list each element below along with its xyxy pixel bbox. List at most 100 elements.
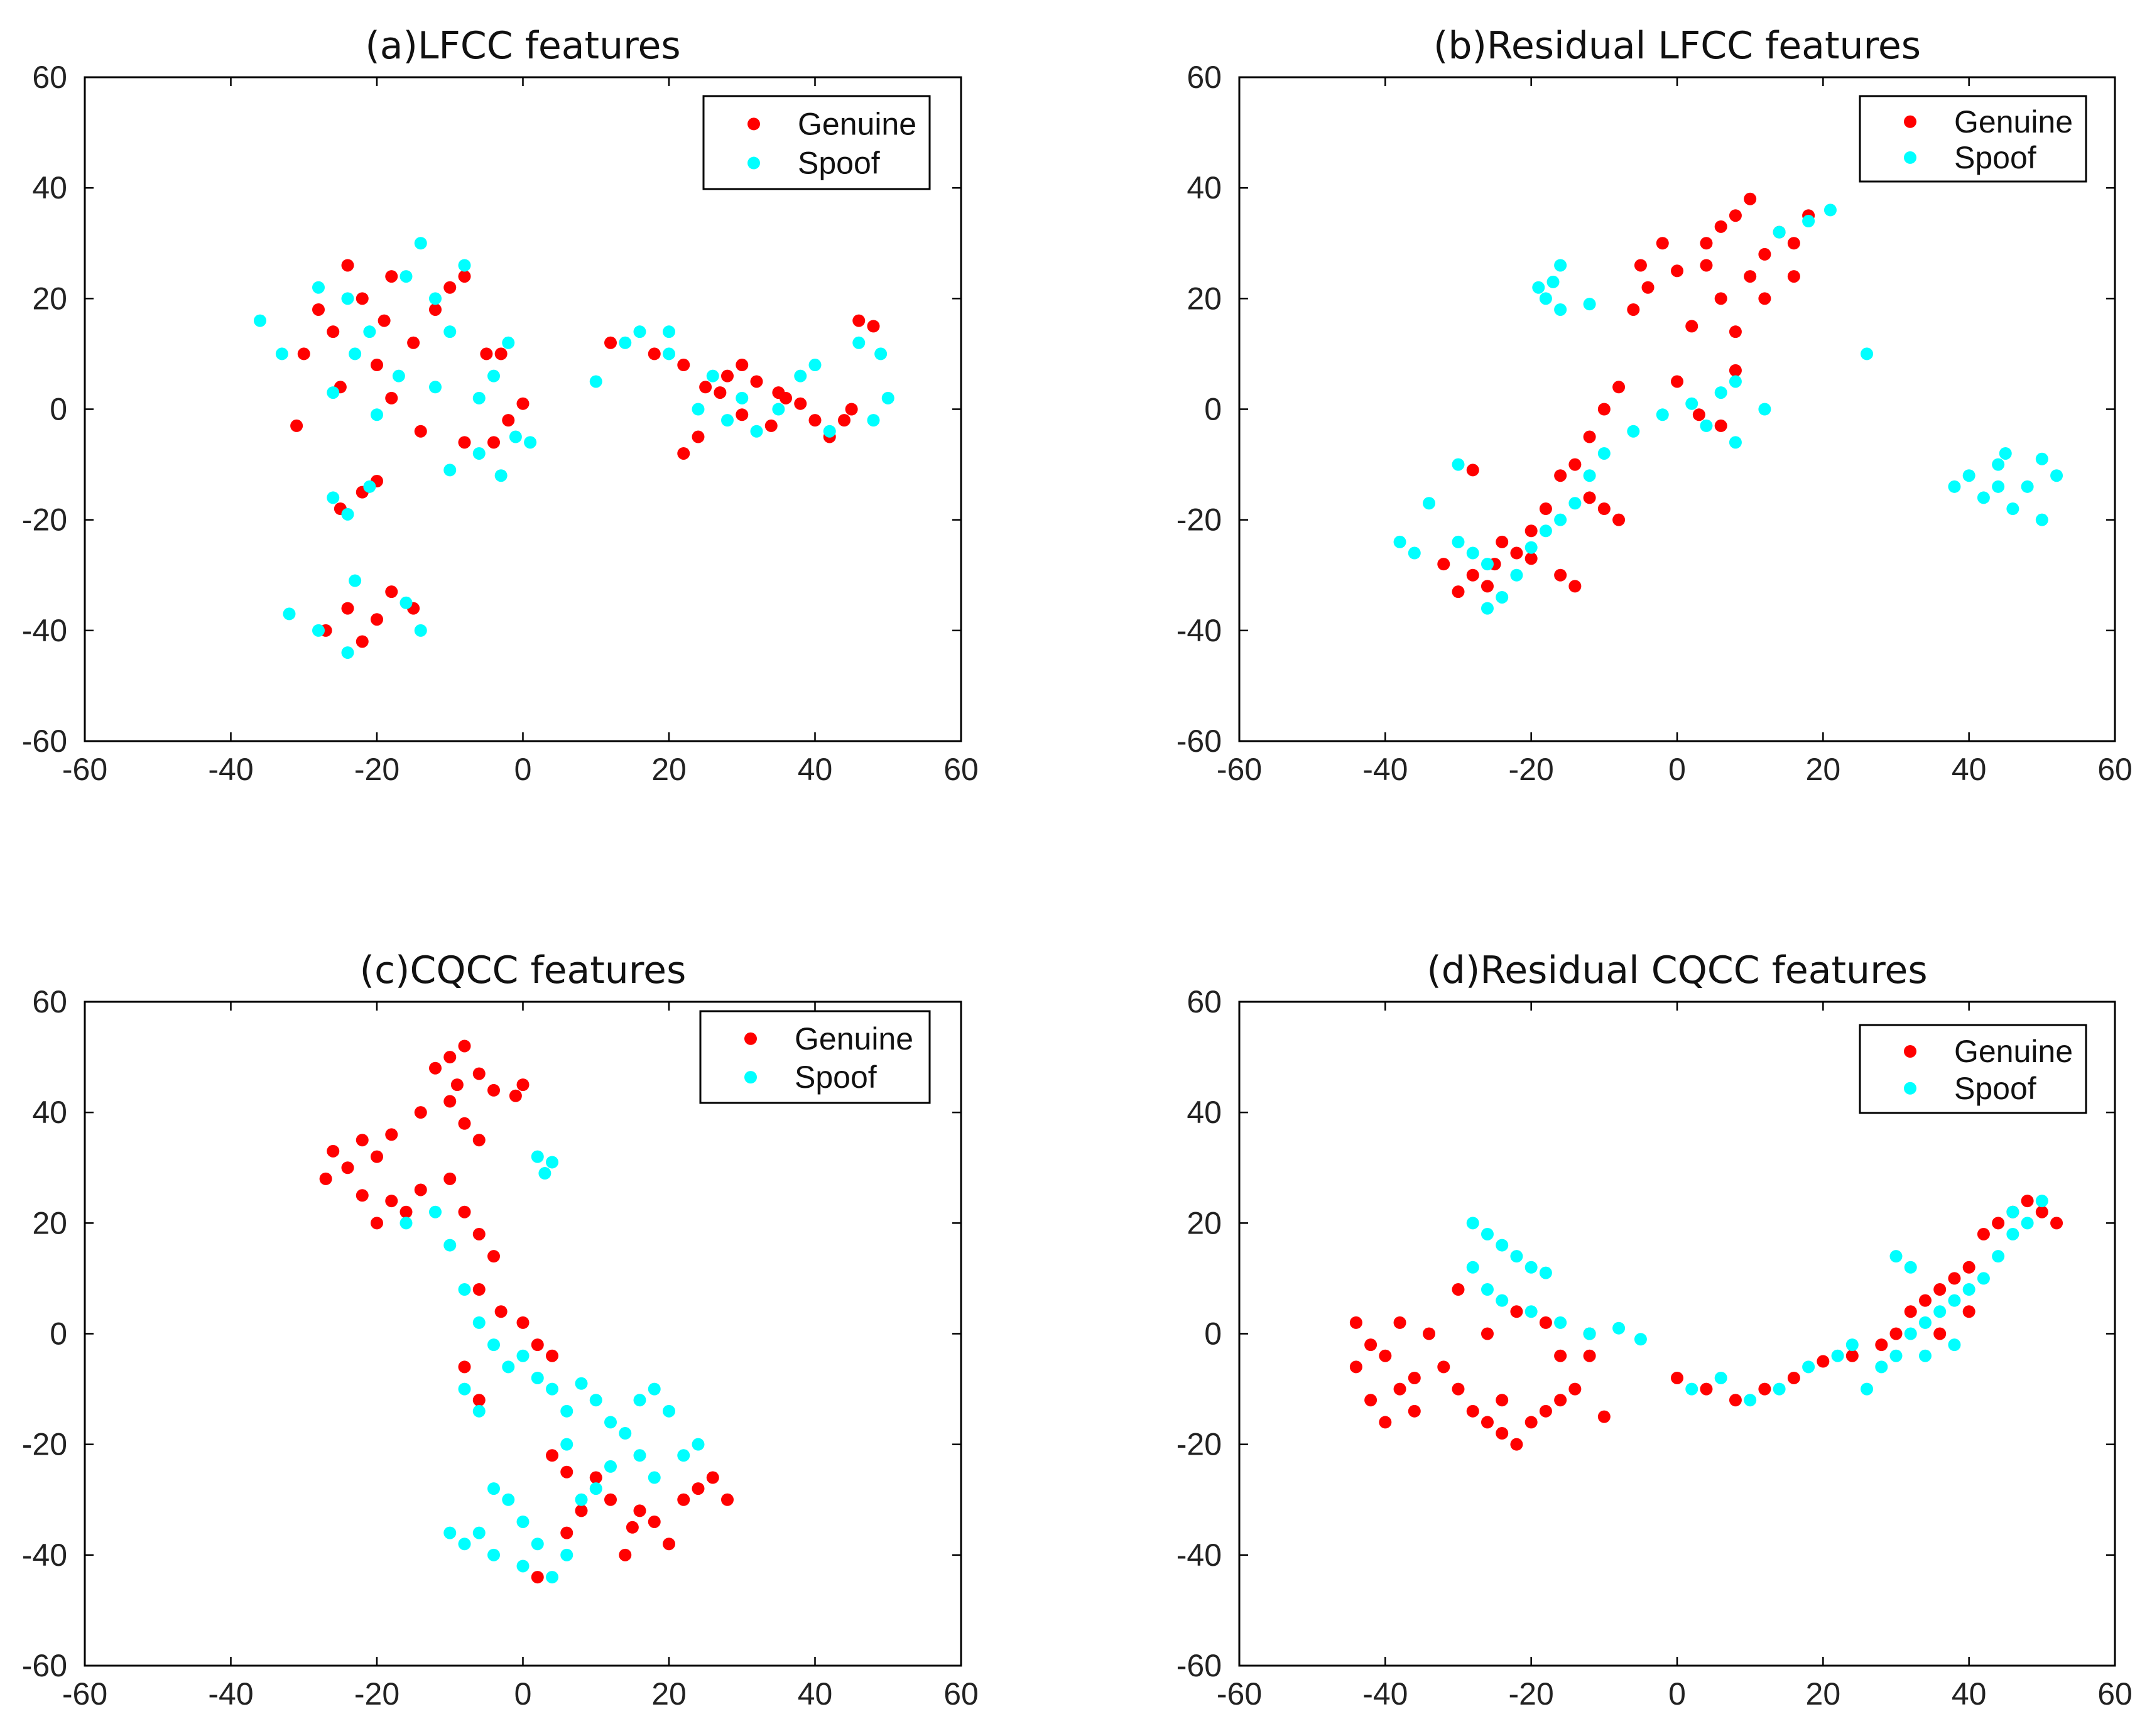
data-point-spoof [1948, 480, 1961, 493]
data-point-genuine [385, 1128, 398, 1141]
data-point-spoof [487, 369, 500, 382]
data-point-genuine [1933, 1327, 1947, 1340]
legend-label-spoof: Spoof [795, 1060, 877, 1095]
chart-title: (a)LFCC features [365, 24, 680, 68]
x-tick-label: -20 [354, 752, 399, 787]
data-point-spoof [399, 596, 413, 609]
data-point-spoof [429, 1205, 442, 1218]
data-point-spoof [1539, 1266, 1552, 1279]
y-tick-label: 0 [1204, 1316, 1222, 1352]
data-point-genuine [516, 397, 530, 410]
data-point-spoof [1802, 1360, 1815, 1374]
data-point-spoof [1714, 1371, 1727, 1384]
data-point-genuine [1583, 491, 1596, 504]
data-point-spoof [1554, 513, 1567, 526]
data-point-spoof [2035, 513, 2048, 526]
data-point-genuine [1933, 1283, 1947, 1296]
data-point-genuine [1656, 237, 1669, 250]
data-point-spoof [502, 1360, 515, 1374]
x-tick-label: -60 [62, 1676, 107, 1712]
data-point-genuine [1627, 303, 1640, 316]
data-point-genuine [1510, 1438, 1523, 1451]
y-tick-label: -20 [22, 1427, 67, 1462]
data-point-spoof [1532, 281, 1545, 294]
y-tick-label: -20 [22, 502, 67, 538]
data-point-spoof [399, 270, 413, 283]
data-point-genuine [648, 1515, 661, 1528]
data-point-genuine [1379, 1416, 1392, 1429]
data-point-spoof [619, 1427, 632, 1440]
data-point-spoof [312, 624, 325, 637]
data-point-genuine [1496, 535, 1509, 548]
data-point-genuine [371, 1217, 383, 1230]
data-point-spoof [516, 1349, 530, 1362]
data-point-genuine [1977, 1227, 1990, 1240]
data-point-spoof [2050, 469, 2063, 482]
x-tick-label: 20 [1806, 752, 1841, 787]
data-point-genuine [736, 408, 749, 421]
y-tick-label: 60 [1187, 984, 1222, 1019]
data-point-genuine [1641, 281, 1655, 294]
data-point-genuine [1524, 524, 1538, 538]
data-point-genuine [1685, 320, 1698, 333]
data-point-genuine [1700, 237, 1713, 250]
legend-label-genuine: Genuine [795, 1021, 913, 1056]
data-point-spoof [502, 1493, 515, 1506]
data-point-genuine [472, 1394, 486, 1407]
data-point-genuine [692, 430, 705, 443]
data-point-spoof [1466, 546, 1479, 560]
data-point-genuine [721, 369, 734, 382]
data-point-genuine [626, 1521, 639, 1534]
x-tick-label: 60 [943, 1676, 979, 1712]
x-tick-label: -60 [1217, 1676, 1262, 1712]
chart-title: (b)Residual LFCC features [1433, 24, 1921, 68]
data-point-genuine [487, 1083, 500, 1097]
data-point-spoof [341, 507, 354, 521]
data-point-genuine [443, 1051, 457, 1064]
data-point-genuine [706, 1471, 719, 1484]
y-tick-label: -60 [1177, 1648, 1222, 1683]
legend-marker-genuine [747, 117, 760, 131]
data-point-spoof [1583, 469, 1596, 482]
data-point-spoof [516, 1515, 530, 1528]
x-tick-label: 40 [1952, 1676, 1987, 1712]
data-point-spoof [1758, 403, 1771, 416]
data-point-genuine [1787, 1371, 1800, 1384]
data-point-genuine [319, 1172, 332, 1185]
data-point-genuine [509, 1089, 522, 1102]
x-tick-label: 20 [651, 1676, 687, 1712]
data-point-spoof [1948, 1294, 1961, 1307]
data-point-genuine [356, 1189, 369, 1202]
data-point-genuine [1948, 1272, 1961, 1285]
data-point-genuine [341, 259, 354, 272]
data-point-spoof [881, 391, 894, 404]
x-tick-label: -40 [208, 1676, 253, 1712]
data-point-spoof [772, 403, 785, 416]
data-point-genuine [297, 347, 310, 361]
legend-label-genuine: Genuine [798, 106, 916, 141]
data-point-spoof [1408, 546, 1421, 560]
data-point-genuine [1889, 1327, 1903, 1340]
y-tick-label: 60 [1187, 60, 1222, 95]
data-point-genuine [1817, 1355, 1830, 1368]
data-point-genuine [1554, 568, 1567, 582]
data-point-genuine [1393, 1316, 1406, 1329]
data-point-genuine [1744, 192, 1757, 205]
data-point-genuine [399, 1205, 413, 1218]
data-point-genuine [1423, 1327, 1436, 1340]
data-point-genuine [1597, 502, 1611, 516]
data-point-genuine [699, 381, 712, 394]
data-point-genuine [458, 436, 471, 449]
data-point-genuine [356, 292, 369, 305]
data-point-spoof [392, 369, 405, 382]
data-point-genuine [494, 347, 508, 361]
data-point-spoof [341, 292, 354, 305]
data-point-spoof [823, 425, 836, 438]
data-point-spoof [663, 1404, 675, 1418]
data-point-genuine [845, 403, 858, 416]
x-tick-label: -40 [1362, 752, 1408, 787]
data-point-genuine [714, 386, 727, 399]
data-point-genuine [443, 281, 457, 294]
data-point-spoof [363, 325, 376, 339]
